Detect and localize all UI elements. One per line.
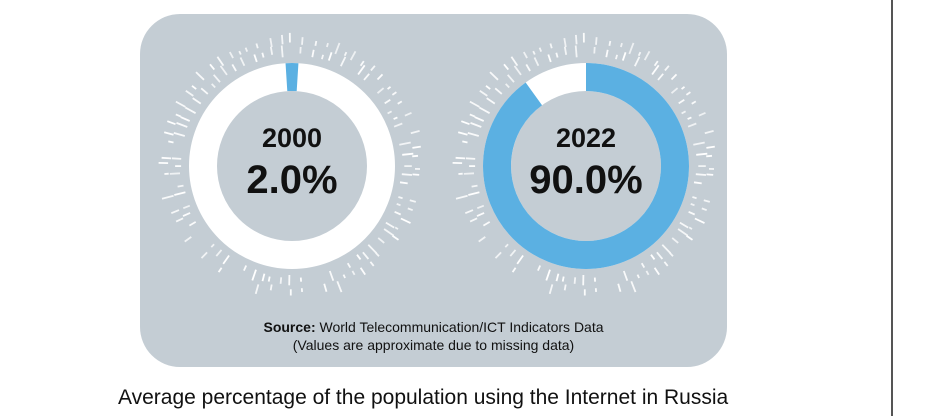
donut-ring-value-arc (483, 63, 689, 269)
donut-value-label: 90.0% (529, 158, 643, 202)
pane-divider (891, 0, 893, 416)
donut-year-label: 2000 (261, 123, 323, 153)
source-line: Source: World Telecommunication/ICT Indi… (140, 318, 727, 336)
figure-caption: Average percentage of the population usi… (118, 386, 729, 409)
donut-svg-2000 (158, 32, 421, 296)
donut-ring-value-arc (189, 63, 395, 269)
source-prefix: Source: (263, 319, 316, 335)
chart-card: 2000 2.0% 2022 90.0% Source: World Telec… (140, 14, 727, 367)
source-disclaimer: (Values are approximate due to missing d… (292, 337, 575, 353)
donut-svg-2022 (452, 32, 715, 296)
sunburst-ticks (158, 32, 421, 296)
donut-value-label: 2.0% (246, 158, 338, 202)
donut-year-label: 2022 (555, 123, 617, 153)
donut-chart-2000: 2000 2.0% (152, 26, 432, 306)
donut-chart-2022: 2022 90.0% (446, 26, 726, 306)
source-text: World Telecommunication/ICT Indicators D… (319, 319, 604, 335)
source-note: Source: World Telecommunication/ICT Indi… (140, 318, 727, 354)
sunburst-ticks (452, 32, 715, 296)
